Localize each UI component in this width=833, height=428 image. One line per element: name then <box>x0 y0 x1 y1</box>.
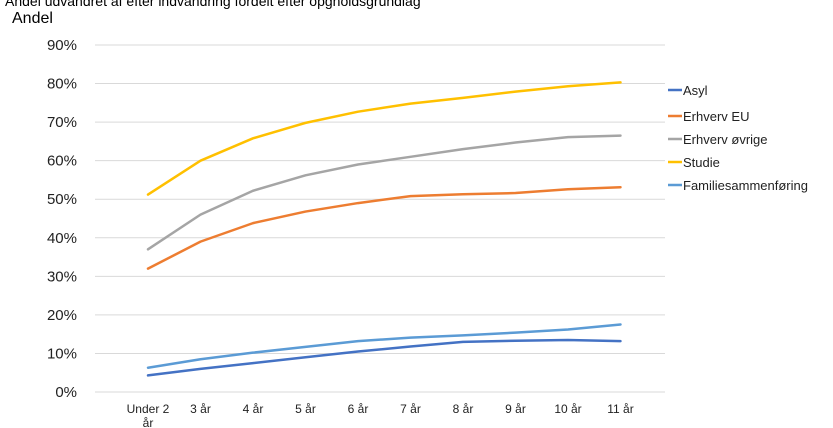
x-tick-label: Under 2 år <box>127 402 170 428</box>
chart-title: Andel udvandret af efter indvandring for… <box>5 0 421 9</box>
y-tick-label: 40% <box>47 230 77 247</box>
series-line-studie <box>146 81 622 196</box>
y-tick-label: 0% <box>55 384 77 401</box>
x-tick-label: 11 år <box>607 402 633 416</box>
x-tick-label: 7 år <box>400 402 421 416</box>
series-line-asyl <box>146 338 622 377</box>
y-tick-label: 70% <box>47 114 77 131</box>
legend-label: Asyl <box>683 83 708 98</box>
series-line-familiesammenf-ring <box>146 323 622 369</box>
x-tick-label: 3 år <box>190 402 211 416</box>
series-line-erhverv-vrige <box>146 134 622 251</box>
x-tick-label: 6 år <box>348 402 369 416</box>
series-lines <box>146 81 622 377</box>
x-tick-label: 10 år <box>554 402 581 416</box>
legend-label: Erhverv øvrige <box>683 132 768 147</box>
y-tick-label: 20% <box>47 307 77 324</box>
x-tick-label: 9 år <box>505 402 526 416</box>
y-tick-label: 60% <box>47 153 77 170</box>
legend-label: Familiesammenføring <box>683 178 808 193</box>
y-tick-label: 30% <box>47 268 77 285</box>
legend: Asyl Erhverv EU Erhverv øvrige Studie Famili… <box>668 83 808 193</box>
x-axis-ticks: Under 2 år 3 år 4 år 5 år 6 år 7 år 8 år 9 år 10 … <box>127 402 634 428</box>
legend-label: Erhverv EU <box>683 109 749 124</box>
y-tick-label: 10% <box>47 345 77 362</box>
y-axis-label: Andel <box>12 10 53 27</box>
y-tick-label: 80% <box>47 76 77 93</box>
y-tick-label: 90% <box>47 37 77 54</box>
x-tick-label: 4 år <box>243 402 264 416</box>
series-line-erhverv-eu <box>146 186 622 270</box>
y-axis-ticks: 0% 10% 20% 30% 40% 50% 60% 70% 80% 90% <box>47 37 77 401</box>
legend-label: Studie <box>683 155 720 170</box>
y-tick-label: 50% <box>47 191 77 208</box>
x-tick-label: 5 år <box>295 402 316 416</box>
x-tick-label: 8 år <box>453 402 474 416</box>
